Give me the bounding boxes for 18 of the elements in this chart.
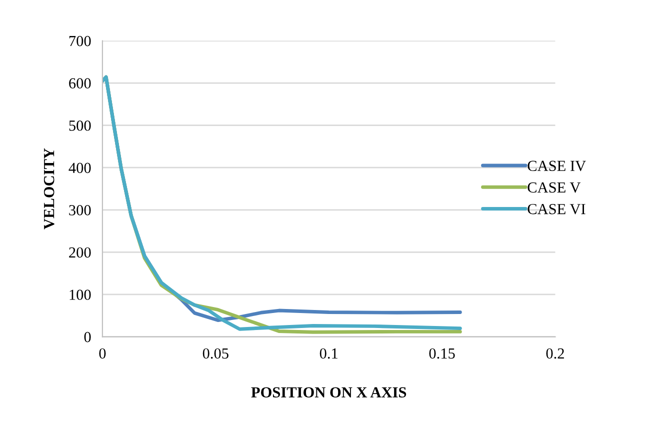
- x-tick-label: 0.1: [320, 348, 338, 359]
- y-tick-label: 0: [84, 332, 91, 342]
- legend-label: CASE V: [528, 182, 581, 193]
- x-tick-label: 0.05: [202, 348, 228, 359]
- legend-label: CASE VI: [528, 204, 586, 214]
- y-tick-label: 500: [69, 120, 91, 131]
- x-tick-label: 0.15: [429, 348, 455, 359]
- y-tick-label: 700: [69, 36, 91, 46]
- x-axis-title: POSITION ON X AXIS: [251, 387, 406, 398]
- y-tick-label: 400: [68, 162, 91, 174]
- y-tick-label: 600: [69, 78, 91, 88]
- y-tick-label: 300: [69, 205, 91, 216]
- x-tick-label: 0.2: [546, 348, 564, 359]
- y-tick-label: 200: [69, 247, 91, 258]
- legend-label: CASE IV: [528, 160, 586, 172]
- x-tick-label: 0: [99, 348, 106, 359]
- y-tick-label: 100: [70, 290, 91, 300]
- y-axis-title: VELOCITY: [44, 148, 54, 230]
